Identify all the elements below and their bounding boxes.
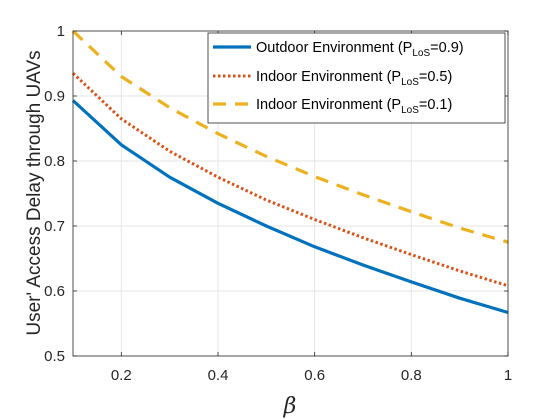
series-line-2 [71,29,509,244]
legend-box [207,32,506,124]
y-tick-label: 0.5 [44,348,65,365]
legend-label-indoor-0.1: Indoor Environment (PLoS=0.1) [256,97,452,116]
x-tick-label: 0.2 [111,367,132,384]
y-tick-label: 1 [57,23,65,40]
x-tick-label: 0.6 [304,367,325,384]
y-axis-label: User' Access Delay through UAVs [24,50,45,335]
legend-label-outdoor-0.9: Outdoor Environment (PLoS=0.9) [256,40,464,59]
y-tick-label: 0.7 [44,218,65,235]
x-tick-label: 0.8 [401,367,422,384]
x-axis-label: β [283,394,297,419]
y-tick-label: 0.8 [44,153,65,170]
x-tick-label: 1 [504,367,512,384]
series-line-0 [71,99,509,315]
series-line-1 [71,72,509,288]
legend-label-indoor-0.5: Indoor Environment (PLoS=0.5) [256,69,452,88]
y-tick-label: 0.9 [44,88,65,105]
x-tick-label: 0.4 [208,367,229,384]
legend: Outdoor Environment (PLoS=0.9) Indoor En… [207,32,506,124]
series-lines [71,29,509,315]
y-tick-label: 0.6 [44,283,65,300]
y-axis-ticks: 0.5 0.6 0.7 0.8 0.9 1 [44,23,508,365]
plot-frame [72,30,509,357]
